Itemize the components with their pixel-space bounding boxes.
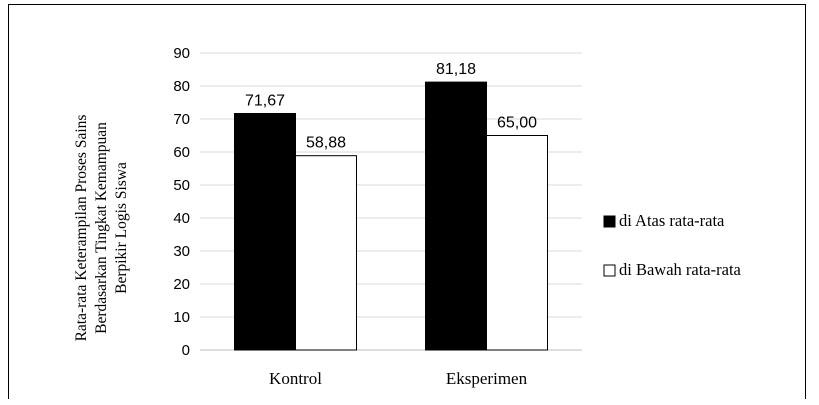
- bar-eksperimen-above: [425, 81, 487, 351]
- y-tick-labels: 0 10 20 30 40 50 60 70 80 90: [173, 45, 190, 359]
- legend-swatch-below: [603, 264, 616, 277]
- data-label: 81,18: [436, 61, 476, 78]
- y-tick-label: 30: [173, 243, 190, 260]
- chart-frame: [8, 4, 806, 399]
- y-tick-label: 0: [182, 342, 190, 359]
- bar-kontrol-below: [295, 155, 357, 351]
- y-tick-label: 40: [173, 210, 190, 227]
- y-tick-label: 80: [173, 78, 190, 95]
- y-axis-label-line-3: Berpikir Logis Siswa: [113, 162, 130, 294]
- data-label: 65,00: [497, 115, 537, 132]
- legend-label-above: di Atas rata-rata: [619, 211, 725, 230]
- y-tick-label: 50: [173, 177, 190, 194]
- legend-label-below: di Bawah rata-rata: [619, 260, 742, 279]
- legend: di Atas rata-rata di Bawah rata-rata: [603, 211, 742, 279]
- category-label-eksperimen: Eksperimen: [446, 369, 528, 388]
- y-axis-label-line-1: Rata-rata Keterampilan Proses Sains: [73, 115, 90, 342]
- y-tick-label: 60: [173, 144, 190, 161]
- y-tick-label: 70: [173, 111, 190, 128]
- data-labels: 71,67 58,88 81,18 65,00: [245, 61, 537, 152]
- y-tick-label: 10: [173, 309, 190, 326]
- category-label-kontrol: Kontrol: [269, 369, 322, 388]
- y-axis-label: Rata-rata Keterampilan Proses Sains Berd…: [73, 115, 130, 342]
- data-label: 71,67: [245, 92, 285, 109]
- legend-swatch-above: [603, 215, 616, 228]
- category-labels: Kontrol Eksperimen: [269, 369, 528, 388]
- y-tick-label: 90: [173, 45, 190, 62]
- bar-kontrol-above: [234, 112, 296, 351]
- data-label: 58,88: [306, 135, 346, 152]
- y-axis-label-line-2: Berdasarkan Tingkat Kemampuan: [93, 122, 110, 334]
- bar-eksperimen-below: [486, 135, 548, 351]
- y-tick-label: 20: [173, 276, 190, 293]
- bars: [234, 81, 548, 351]
